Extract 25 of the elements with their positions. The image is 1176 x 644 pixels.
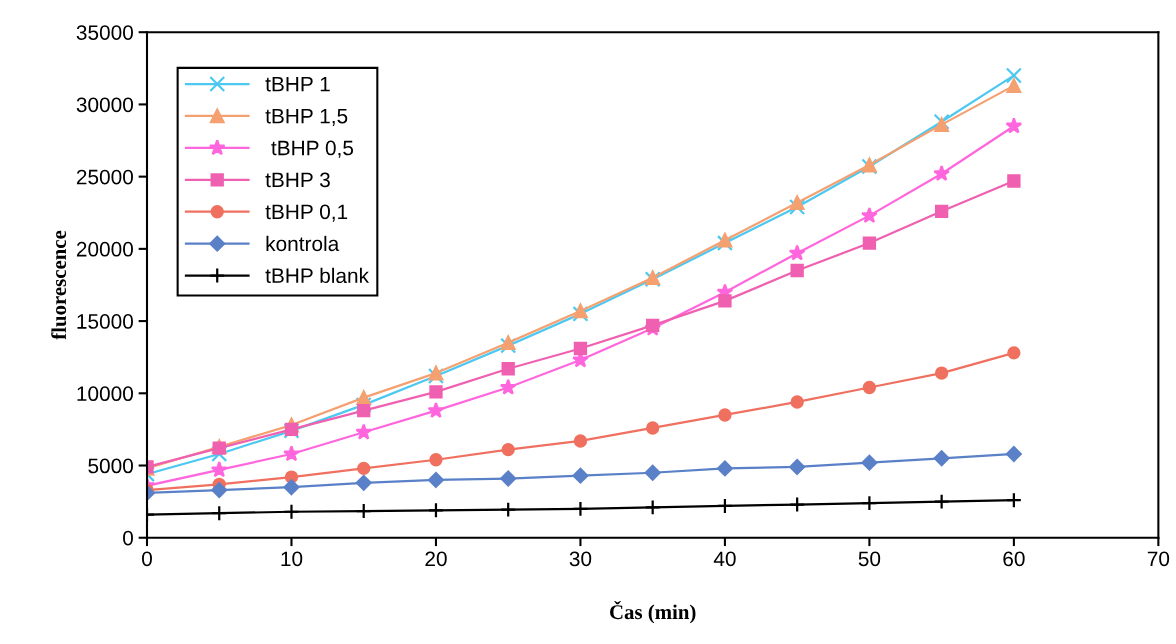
y-tick-label: 5000 bbox=[88, 458, 133, 474]
x-tick-label: 50 bbox=[858, 551, 881, 567]
y-tick-label: 0 bbox=[123, 530, 133, 546]
legend-label: tBHP 1 bbox=[265, 76, 330, 92]
legend-label: tBHP 0,5 bbox=[271, 140, 354, 158]
y-tick-label: 20000 bbox=[76, 241, 133, 257]
x-tick-label: 30 bbox=[569, 551, 592, 567]
legend-label: tBHP 3 bbox=[265, 172, 330, 188]
x-tick-label: 10 bbox=[281, 551, 303, 567]
y-tick-label: 15000 bbox=[77, 314, 133, 329]
y-tick-label: 25000 bbox=[76, 169, 133, 185]
x-axis-title: Čas (min) bbox=[610, 600, 696, 624]
y-tick-label: 35000 bbox=[76, 25, 133, 40]
x-tick-label: 20 bbox=[425, 551, 447, 567]
x-tick-label: 70 bbox=[1147, 551, 1170, 567]
y-axis-title: fluorescence bbox=[51, 230, 67, 340]
y-tick-label: 10000 bbox=[77, 386, 133, 402]
legend-label: tBHP 0,1 bbox=[265, 204, 348, 222]
y-tick-label: 30000 bbox=[76, 97, 133, 113]
legend-label: tBHP blank bbox=[265, 267, 370, 284]
x-tick-label: 0 bbox=[142, 551, 152, 567]
legend-label: kontrola bbox=[266, 235, 340, 252]
x-tick-label: 60 bbox=[1003, 551, 1025, 567]
legend-label: tBHP 1,5 bbox=[265, 108, 348, 126]
x-tick-label: 40 bbox=[713, 551, 736, 567]
